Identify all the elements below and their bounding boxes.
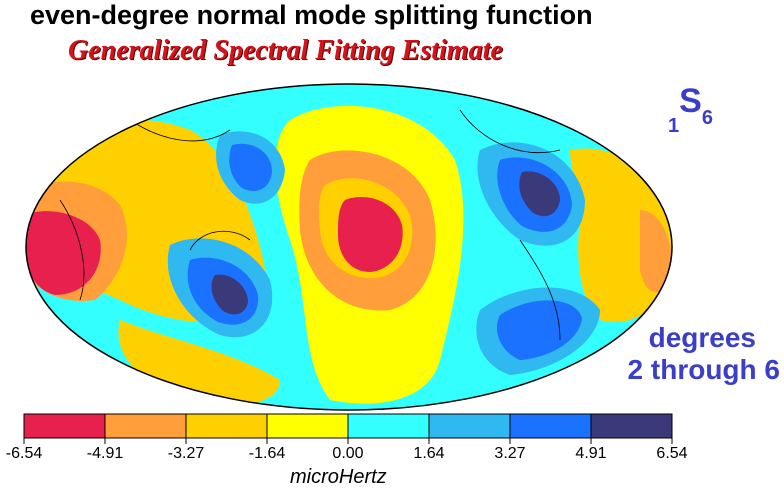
colorbar-swatch [347,413,430,439]
coastlines [59,109,561,341]
field-region-navy-namerica [519,171,560,217]
degrees-label-line1: degrees [648,322,756,353]
colorbar-tick-label: 1.64 [413,445,444,462]
mode-label-prefix: 1 [668,115,680,137]
field-region-navy-australia [211,274,248,315]
field-region-red-west [26,211,101,295]
colorbar-swatch [428,413,511,439]
map-outline [25,83,673,411]
colorbar-tick-label: 3.27 [494,445,525,462]
colorbar-tick-label: -6.54 [6,445,43,462]
field-region-orange-east [640,210,672,293]
colorbar-tick-label: 0.00 [332,445,363,462]
colorbar-swatch [185,413,268,439]
field-region-blue-asia [229,143,272,192]
colorbar-swatch [509,413,592,439]
colorbar-tick-label: 4.91 [575,445,606,462]
colorbar-tick-label: -1.64 [249,445,286,462]
colorbar-tick-label: 6.54 [656,445,687,462]
colorbar-swatch [104,413,187,439]
splitting-field [26,84,672,410]
mode-label-letter: S [679,82,702,120]
colorbar-tick-label: -4.91 [87,445,124,462]
field-region-blue-samerica [496,300,582,360]
degrees-label-line2: 2 through 6 [627,354,780,385]
field-region-red-pacific [338,197,403,272]
colorbar-swatch [266,413,349,439]
colorbar-tick-label: -3.27 [168,445,205,462]
mode-label-suffix: 6 [701,107,713,129]
page-title: even-degree normal mode splitting functi… [30,0,593,30]
colorbar: -6.54 -4.91 -3.27 -1.64 0.00 1.64 3.27 4.91 6.54 [6,413,688,462]
colorbar-swatch [590,413,673,439]
colorbar-units-label: microHertz [290,466,387,488]
page-subtitle: Generalized Spectral Fitting Estimate [68,35,503,66]
mode-label: 1S6 [668,82,713,137]
colorbar-swatch [23,413,106,439]
